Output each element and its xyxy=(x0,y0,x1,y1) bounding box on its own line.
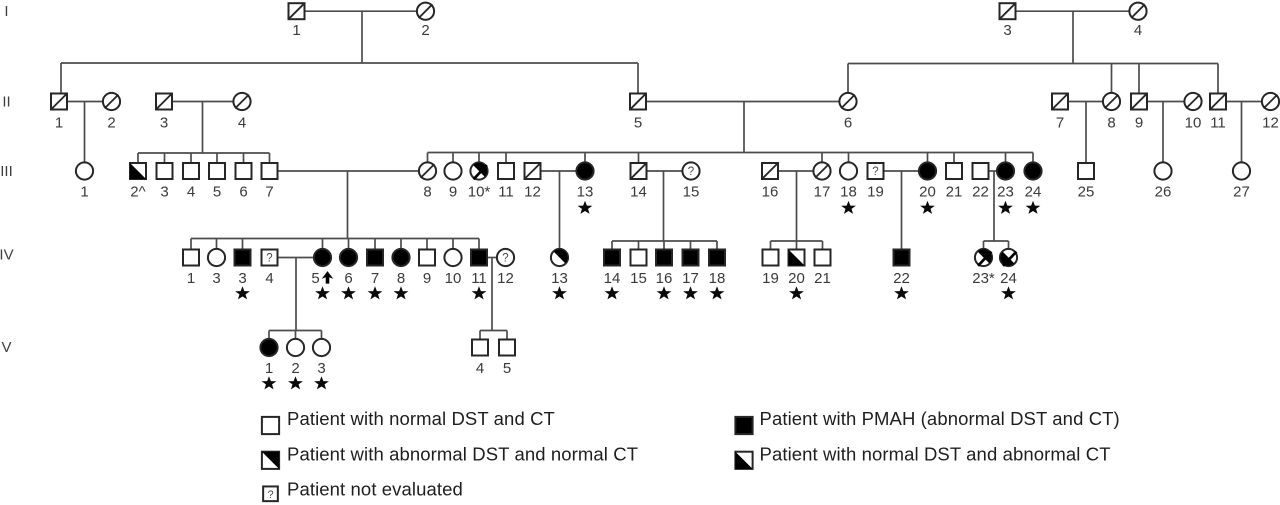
svg-text:3: 3 xyxy=(160,184,168,201)
svg-text:7: 7 xyxy=(265,184,273,201)
svg-text:12: 12 xyxy=(497,270,514,287)
svg-text:12: 12 xyxy=(524,184,541,201)
svg-text:8: 8 xyxy=(1107,115,1115,132)
svg-text:1: 1 xyxy=(187,270,195,287)
svg-text:III: III xyxy=(0,163,13,180)
svg-text:22: 22 xyxy=(893,270,910,287)
svg-text:19: 19 xyxy=(867,184,884,201)
svg-text:1: 1 xyxy=(265,360,273,377)
svg-text:I: I xyxy=(4,3,8,20)
svg-text:?: ? xyxy=(872,166,878,178)
svg-text:8: 8 xyxy=(397,270,405,287)
svg-text:2: 2 xyxy=(107,115,115,132)
svg-text:11: 11 xyxy=(1210,115,1226,132)
svg-text:3: 3 xyxy=(160,115,168,132)
svg-text:12: 12 xyxy=(1262,115,1279,132)
svg-text:22: 22 xyxy=(972,184,989,201)
svg-text:2: 2 xyxy=(421,22,429,39)
svg-text:II: II xyxy=(2,94,10,111)
svg-text:Patient with normal DST and ab: Patient with normal DST and abnormal CT xyxy=(760,444,1111,465)
svg-text:27: 27 xyxy=(1233,184,1250,201)
svg-text:23: 23 xyxy=(997,184,1014,201)
svg-text:7: 7 xyxy=(371,270,379,287)
svg-text:24: 24 xyxy=(1000,270,1017,287)
svg-text:19: 19 xyxy=(762,270,779,287)
svg-text:Patient not evaluated: Patient not evaluated xyxy=(287,479,463,500)
svg-text:21: 21 xyxy=(814,270,831,287)
svg-text:18: 18 xyxy=(840,184,857,201)
svg-text:5: 5 xyxy=(213,184,221,201)
svg-text:10*: 10* xyxy=(468,184,491,201)
svg-text:10: 10 xyxy=(445,270,462,287)
svg-text:6: 6 xyxy=(344,270,352,287)
svg-text:4: 4 xyxy=(476,360,484,377)
svg-text:13: 13 xyxy=(551,270,568,287)
svg-text:20: 20 xyxy=(788,270,805,287)
svg-text:5: 5 xyxy=(634,115,642,132)
svg-text:13: 13 xyxy=(577,184,594,201)
svg-text:?: ? xyxy=(502,253,508,265)
svg-text:?: ? xyxy=(266,253,272,265)
svg-text:9: 9 xyxy=(449,184,457,201)
svg-text:14: 14 xyxy=(630,184,647,201)
svg-text:25: 25 xyxy=(1078,184,1095,201)
svg-text:11: 11 xyxy=(498,184,514,201)
svg-text:1: 1 xyxy=(55,115,63,132)
svg-text:15: 15 xyxy=(683,184,700,201)
svg-text:17: 17 xyxy=(814,184,831,201)
svg-text:23*: 23* xyxy=(972,270,995,287)
svg-text:6: 6 xyxy=(239,184,247,201)
svg-text:26: 26 xyxy=(1155,184,1172,201)
svg-text:5: 5 xyxy=(311,270,319,287)
svg-text:24: 24 xyxy=(1025,184,1042,201)
svg-text:11: 11 xyxy=(471,270,487,287)
svg-text:21: 21 xyxy=(946,184,963,201)
svg-text:9: 9 xyxy=(1135,115,1143,132)
svg-text:5: 5 xyxy=(503,360,511,377)
svg-text:1: 1 xyxy=(80,184,88,201)
svg-text:V: V xyxy=(1,339,11,356)
svg-text:2: 2 xyxy=(291,360,299,377)
svg-text:18: 18 xyxy=(709,270,726,287)
svg-text:Patient with normal DST and CT: Patient with normal DST and CT xyxy=(287,408,555,429)
svg-text:16: 16 xyxy=(656,270,673,287)
svg-text:IV: IV xyxy=(0,247,14,264)
svg-text:?: ? xyxy=(688,166,694,178)
svg-text:8: 8 xyxy=(423,184,431,201)
svg-text:9: 9 xyxy=(423,270,431,287)
svg-text:4: 4 xyxy=(265,270,273,287)
svg-text:14: 14 xyxy=(604,270,621,287)
svg-text:3: 3 xyxy=(238,270,246,287)
svg-text:15: 15 xyxy=(630,270,647,287)
svg-text:4: 4 xyxy=(187,184,195,201)
svg-text:3: 3 xyxy=(212,270,220,287)
svg-text:1: 1 xyxy=(292,22,300,39)
svg-text:3: 3 xyxy=(317,360,325,377)
svg-text:6: 6 xyxy=(844,115,852,132)
svg-text:Patient with PMAH (abnormal DS: Patient with PMAH (abnormal DST and CT) xyxy=(760,408,1120,429)
svg-text:?: ? xyxy=(267,489,273,501)
svg-text:4: 4 xyxy=(1134,22,1142,39)
svg-text:Patient with abnormal DST and: Patient with abnormal DST and normal CT xyxy=(287,444,638,465)
svg-text:17: 17 xyxy=(682,270,699,287)
svg-text:2^: 2^ xyxy=(130,184,145,201)
svg-text:4: 4 xyxy=(238,115,246,132)
svg-text:16: 16 xyxy=(762,184,779,201)
svg-text:7: 7 xyxy=(1056,115,1064,132)
svg-text:3: 3 xyxy=(1003,22,1011,39)
svg-text:20: 20 xyxy=(919,184,936,201)
svg-text:10: 10 xyxy=(1185,115,1202,132)
